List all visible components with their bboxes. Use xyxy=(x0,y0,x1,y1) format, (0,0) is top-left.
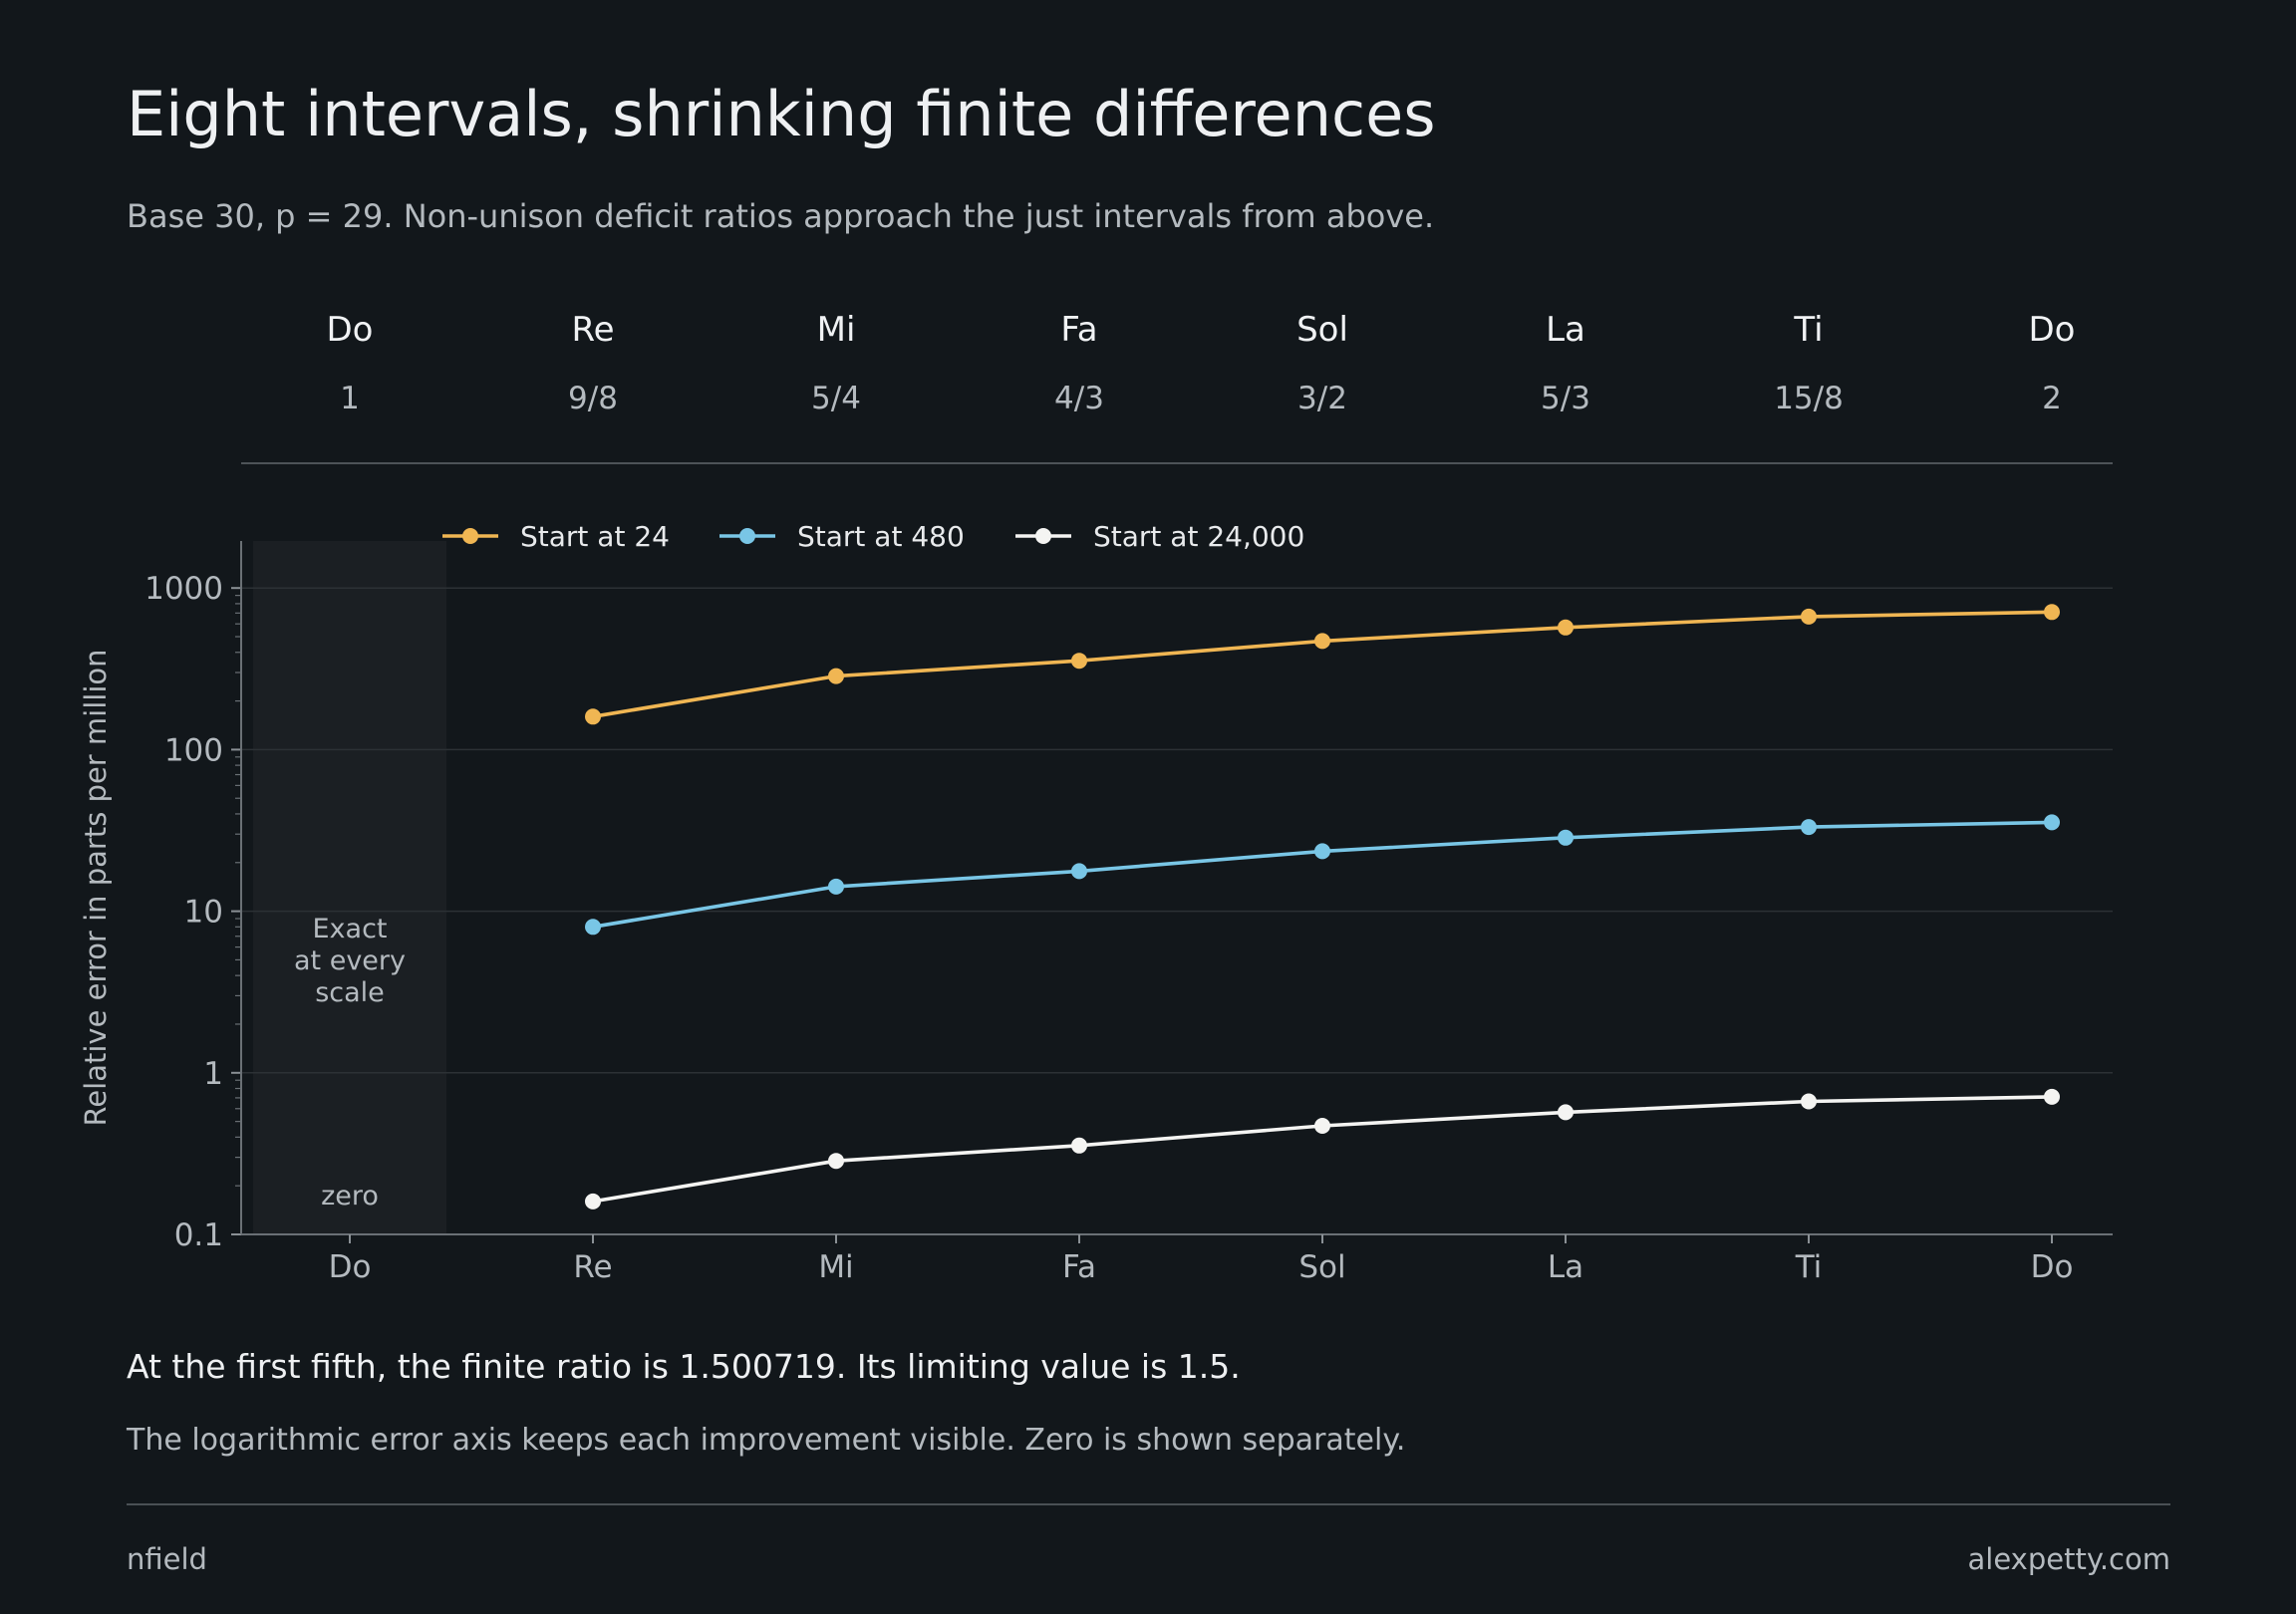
data-point xyxy=(2044,1088,2060,1105)
data-point xyxy=(585,919,601,936)
header-note-name: Fa xyxy=(1060,310,1097,350)
footer-credit: nfield xyxy=(127,1542,207,1576)
footer-site-link[interactable]: alexpetty.com xyxy=(1967,1542,2171,1576)
header-note-ratio: 4/3 xyxy=(1054,381,1104,416)
y-tick-label: 100 xyxy=(164,732,223,768)
chart-title: Eight intervals, shrinking finite differ… xyxy=(127,78,1436,150)
header-note-ratio: 15/8 xyxy=(1774,381,1844,416)
zero-band-label: Exact xyxy=(312,914,387,944)
header-note-ratio: 5/3 xyxy=(1541,381,1590,416)
y-axis-label: Relative error in parts per million xyxy=(79,649,113,1126)
data-point xyxy=(1801,819,1817,836)
header-note-name: Do xyxy=(2029,310,2076,350)
data-point xyxy=(1314,843,1330,860)
data-point xyxy=(828,878,844,895)
zero-band xyxy=(253,541,446,1234)
legend-swatch-marker xyxy=(739,528,755,544)
data-point xyxy=(585,1193,601,1210)
legend-swatch-marker xyxy=(1035,528,1051,544)
x-tick-label: La xyxy=(1548,1249,1583,1285)
data-point xyxy=(2044,814,2060,831)
footer-divider xyxy=(127,1503,2170,1505)
x-tick-label: Mi xyxy=(818,1249,853,1285)
data-point xyxy=(2044,604,2060,621)
caption-note: The logarithmic error axis keeps each im… xyxy=(127,1423,1406,1458)
header-note-ratio: 9/8 xyxy=(568,381,618,416)
x-tick-label: Ti xyxy=(1795,1249,1823,1285)
chart-subtitle: Base 30, p = 29. Non-unison deficit rati… xyxy=(127,197,1435,235)
y-tick-label: 10 xyxy=(184,895,223,931)
header-note-name: Ti xyxy=(1793,310,1823,350)
data-point xyxy=(1314,1118,1330,1134)
data-point xyxy=(828,668,844,684)
header-note-ratio: 3/2 xyxy=(1297,381,1347,416)
x-tick-label: Do xyxy=(329,1249,372,1285)
data-point xyxy=(1071,1137,1087,1154)
y-tick-label: 0.1 xyxy=(174,1217,223,1253)
data-point xyxy=(1314,633,1330,650)
x-tick-label: Fa xyxy=(1062,1249,1096,1285)
legend-label: Start at 24,000 xyxy=(1093,520,1304,553)
data-point xyxy=(1071,863,1087,880)
header-note-name: Re xyxy=(571,310,614,350)
header-note-name: Sol xyxy=(1296,310,1348,350)
chart: Do 1 Re 9/8 Mi 5/4 Fa 4/3 Sol 3/2 La 5/3 Ti 15/8 Do 2 Ex… xyxy=(79,310,2113,1285)
legend-label: Start at 24 xyxy=(520,520,670,553)
y-tick-label: 1000 xyxy=(144,571,223,607)
series-line-3 xyxy=(592,1095,2053,1204)
header-note-ratio: 1 xyxy=(340,381,360,416)
data-point xyxy=(1558,1104,1574,1121)
legend-label: Start at 480 xyxy=(797,520,965,553)
zero-band-label: at every xyxy=(294,945,406,976)
y-tick-label: 1 xyxy=(203,1056,223,1092)
x-tick-label: Do xyxy=(2031,1249,2074,1285)
zero-band-label: scale xyxy=(315,977,385,1008)
x-tick-label: Re xyxy=(573,1249,612,1285)
series-line-1 xyxy=(592,610,2053,719)
data-point xyxy=(1801,608,1817,625)
data-point xyxy=(1071,653,1087,670)
header-note-name: La xyxy=(1546,310,1585,350)
header-note-ratio: 5/4 xyxy=(811,381,861,416)
data-point xyxy=(1801,1093,1817,1110)
data-point xyxy=(828,1153,844,1170)
header-note-ratio: 2 xyxy=(2042,381,2062,416)
header-note-name: Mi xyxy=(817,310,856,350)
x-tick-label: Sol xyxy=(1298,1249,1345,1285)
data-point xyxy=(585,708,601,725)
legend-swatch-marker xyxy=(462,528,478,544)
header-note-name: Do xyxy=(327,310,374,350)
zero-label: zero xyxy=(321,1181,379,1211)
finding-note: At the first fifth, the finite ratio is … xyxy=(127,1347,1241,1386)
data-point xyxy=(1558,829,1574,846)
data-point xyxy=(1558,619,1574,636)
